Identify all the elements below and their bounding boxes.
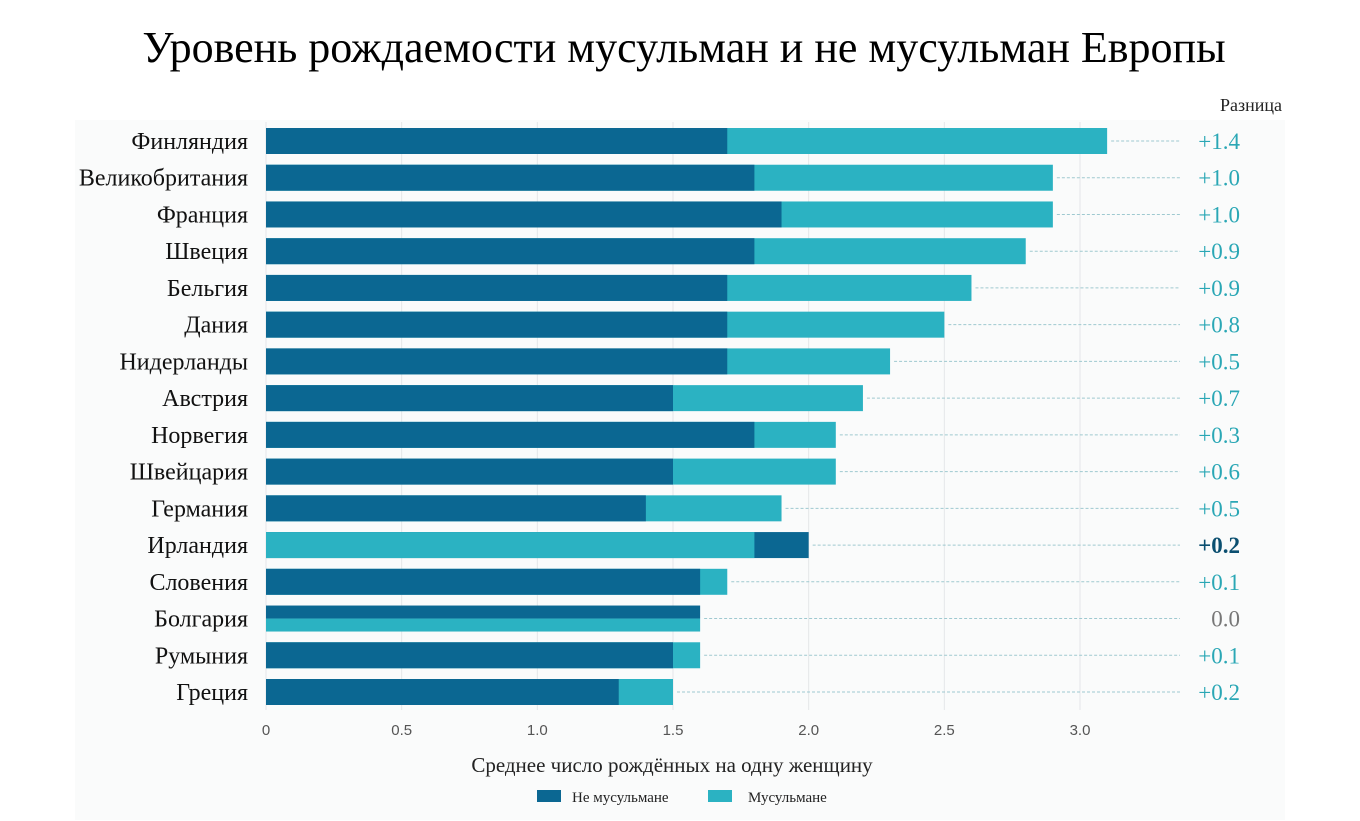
difference-label: +0.9	[1198, 276, 1240, 301]
bar-non-muslims	[266, 679, 619, 705]
legend-swatch-non-muslims	[537, 790, 561, 802]
category-label: Болгария	[154, 607, 248, 633]
x-tick-label: 2.0	[798, 722, 819, 739]
category-label: Германия	[151, 496, 248, 522]
difference-label: +0.2	[1198, 533, 1240, 558]
bar-non-muslims	[266, 421, 755, 448]
bar-non-muslims	[266, 348, 728, 375]
bar-non-muslims	[266, 605, 701, 619]
difference-label: +0.1	[1198, 643, 1240, 668]
bar-non-muslims	[266, 201, 782, 228]
difference-label: +0.8	[1198, 313, 1240, 338]
x-tick-label: 2.5	[934, 722, 955, 739]
x-tick-label: 0	[262, 722, 270, 739]
category-label: Швеция	[165, 239, 248, 265]
x-tick-label: 1.0	[527, 722, 548, 739]
category-label: Нидерланды	[119, 349, 248, 375]
diff-header: Разница	[1220, 95, 1282, 115]
bar-non-muslims	[266, 128, 728, 154]
bar-non-muslims	[266, 164, 755, 191]
bar-muslims	[266, 618, 701, 632]
category-label: Румыния	[155, 643, 248, 669]
difference-label: +0.5	[1198, 349, 1240, 374]
category-label: Австрия	[162, 386, 248, 412]
bar-non-muslims	[266, 458, 673, 485]
category-label: Словения	[149, 570, 248, 596]
category-label: Бельгия	[167, 276, 248, 302]
x-tick-label: 3.0	[1070, 722, 1091, 739]
difference-label: 0.0	[1211, 607, 1240, 632]
category-label: Франция	[157, 202, 248, 228]
legend-label-non-muslims: Не мусульмане	[572, 790, 669, 806]
difference-label: +0.9	[1198, 239, 1240, 264]
category-label: Швейцария	[130, 460, 248, 486]
bar-non-muslims	[266, 238, 755, 265]
bar-non-muslims	[266, 311, 728, 338]
bar-non-muslims	[266, 495, 646, 522]
category-label: Финляндия	[131, 129, 248, 155]
bar-non-muslims	[266, 274, 728, 301]
category-label: Греция	[176, 680, 248, 706]
bar-non-muslims	[266, 385, 673, 412]
category-label: Ирландия	[147, 533, 248, 559]
difference-label: +0.1	[1198, 570, 1240, 595]
category-label: Норвегия	[151, 423, 248, 449]
legend-label-muslims: Мусульмане	[748, 790, 827, 806]
x-axis-label: Среднее число рождённых на одну женщину	[471, 753, 873, 777]
difference-label: +0.3	[1198, 423, 1240, 448]
chart-title: Уровень рождаемости мусульман и не мусул…	[142, 23, 1225, 72]
bar-muslims	[266, 532, 755, 559]
x-tick-label: 0.5	[391, 722, 412, 739]
category-label: Великобритания	[79, 166, 248, 192]
category-label: Дания	[184, 313, 248, 339]
legend-swatch-muslims	[708, 790, 732, 802]
x-tick-label: 1.5	[663, 722, 684, 739]
bar-non-muslims	[266, 568, 701, 595]
legend: Не мусульмане Мусульмане	[537, 790, 827, 806]
difference-label: +0.7	[1198, 386, 1240, 411]
bar-non-muslims	[266, 642, 673, 669]
difference-label: +1.4	[1198, 129, 1240, 154]
difference-label: +0.6	[1198, 460, 1240, 485]
difference-label: +0.2	[1198, 680, 1240, 705]
difference-label: +0.5	[1198, 496, 1240, 521]
difference-label: +1.0	[1198, 202, 1240, 227]
difference-label: +1.0	[1198, 166, 1240, 191]
